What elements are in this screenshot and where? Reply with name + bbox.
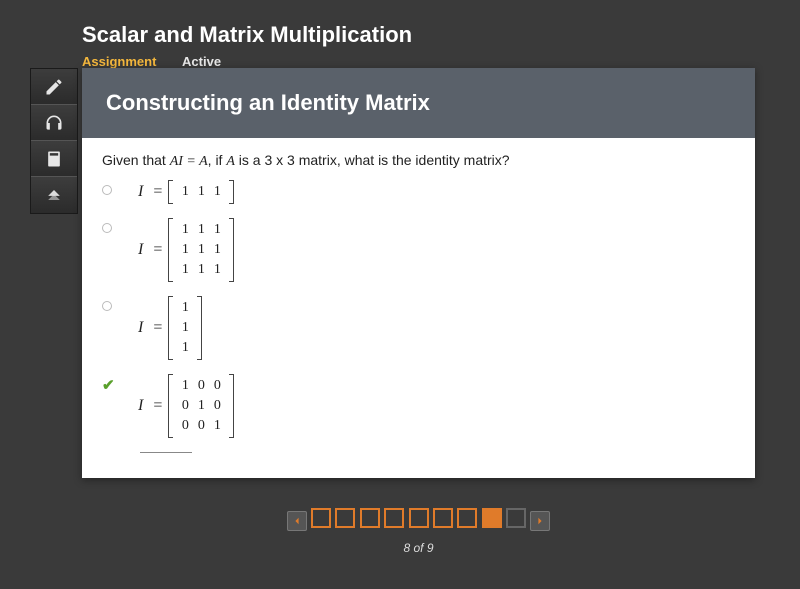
tab-active[interactable]: Active (182, 54, 221, 69)
matrix-cell: 1 (209, 242, 225, 258)
headphones-icon (44, 113, 64, 133)
matrix-cell: 1 (193, 184, 209, 200)
matrix-cell: 1 (177, 262, 193, 278)
pager-next-button[interactable] (530, 511, 550, 531)
caret-right-icon (536, 517, 544, 525)
matrix-cell: 1 (177, 300, 193, 316)
matrix-cell: 1 (177, 340, 193, 356)
matrix-cell: 1 (193, 262, 209, 278)
caret-left-icon (293, 517, 301, 525)
matrix-cell: 0 (177, 398, 193, 414)
equals-sign: = (153, 183, 162, 201)
matrix-cell: 1 (193, 242, 209, 258)
pager-page-8[interactable] (482, 508, 502, 528)
matrix-cells: 111 (173, 180, 229, 204)
footer: 8 of 9 (82, 508, 755, 555)
prompt-text: , if (208, 152, 227, 168)
option-equation: I = 111111111 (138, 218, 234, 282)
matrix-cell: 0 (193, 418, 209, 434)
section-title: Constructing an Identity Matrix (82, 68, 755, 138)
answer-option[interactable]: I = 111111111 (102, 218, 735, 282)
calculator-icon (44, 149, 64, 169)
pager-page-3[interactable] (360, 508, 380, 528)
left-toolbar (30, 68, 78, 214)
tool-headphones[interactable] (31, 105, 77, 141)
question-prompt: Given that AI = A, if A is a 3 x 3 matri… (102, 152, 735, 170)
matrix: 111 (168, 180, 234, 204)
matrix-cell: 1 (209, 418, 225, 434)
pager-page-7[interactable] (457, 508, 477, 528)
radio-icon (102, 301, 112, 311)
option-equation: I = 100010001 (138, 374, 234, 438)
matrix: 1 1 1 (168, 296, 202, 360)
tool-pencil[interactable] (31, 69, 77, 105)
check-icon: ✔ (102, 377, 115, 394)
pager-page-9[interactable] (506, 508, 526, 528)
work-area: Constructing an Identity Matrix Given th… (82, 68, 755, 478)
matrix-cell: 0 (177, 418, 193, 434)
answer-option[interactable]: I = 1 1 1 (102, 296, 735, 360)
var-I: I (138, 397, 143, 415)
matrix-cell: 1 (193, 222, 209, 238)
matrix-cells: 111111111 (173, 218, 229, 282)
var-I: I (138, 319, 143, 337)
tab-assignment[interactable]: Assignment (82, 54, 156, 69)
option-equation: I = 1 1 1 (138, 296, 202, 360)
matrix-cell: 1 (193, 398, 209, 414)
pager-page-4[interactable] (384, 508, 404, 528)
matrix-cells: 1 1 1 (173, 296, 197, 360)
answer-option[interactable]: ✔ I = 100010001 (102, 374, 735, 438)
collapse-icon (44, 185, 64, 205)
option-indicator (102, 180, 122, 200)
matrix-cell: 1 (177, 222, 193, 238)
option-equation: I = 111 (138, 180, 234, 204)
prompt-text: is a 3 x 3 matrix, what is the identity … (235, 152, 510, 168)
answer-option[interactable]: I = 111 (102, 180, 735, 204)
var-I: I (138, 183, 143, 201)
matrix-cell: 0 (193, 378, 209, 394)
pencil-icon (44, 77, 64, 97)
prompt-A: A (226, 154, 235, 169)
matrix-cell: 1 (177, 378, 193, 394)
pager-prev-button[interactable] (287, 511, 307, 531)
matrix-cell: 1 (177, 320, 193, 336)
matrix-cell: 0 (209, 398, 225, 414)
matrix: 111111111 (168, 218, 234, 282)
matrix: 100010001 (168, 374, 234, 438)
divider (140, 452, 192, 453)
equals-sign: = (153, 241, 162, 259)
question-body: Given that AI = A, if A is a 3 x 3 matri… (82, 138, 755, 478)
pager-page-2[interactable] (335, 508, 355, 528)
pager-page-6[interactable] (433, 508, 453, 528)
radio-icon (102, 185, 112, 195)
matrix-cell: 1 (209, 222, 225, 238)
matrix-cell: 0 (209, 378, 225, 394)
tool-calculator[interactable] (31, 141, 77, 177)
pager-page-1[interactable] (311, 508, 331, 528)
radio-icon (102, 223, 112, 233)
option-indicator: ✔ (102, 374, 122, 395)
var-I: I (138, 241, 143, 259)
pager (287, 508, 551, 533)
prompt-text: Given that (102, 152, 170, 168)
course-title: Scalar and Matrix Multiplication (82, 22, 800, 48)
matrix-cell: 1 (177, 184, 193, 200)
option-indicator (102, 218, 122, 238)
header-tabs: Assignment Active (82, 54, 800, 69)
equals-sign: = (153, 397, 162, 415)
pager-page-5[interactable] (409, 508, 429, 528)
page-indicator: 8 of 9 (82, 541, 755, 555)
equals-sign: = (153, 319, 162, 337)
tool-collapse[interactable] (31, 177, 77, 213)
matrix-cell: 1 (209, 262, 225, 278)
answer-options: I = 111 I = 111111111 (102, 180, 735, 438)
option-indicator (102, 296, 122, 316)
prompt-eq: AI = A (170, 154, 208, 169)
matrix-cell: 1 (209, 184, 225, 200)
matrix-cells: 100010001 (173, 374, 229, 438)
matrix-cell: 1 (177, 242, 193, 258)
